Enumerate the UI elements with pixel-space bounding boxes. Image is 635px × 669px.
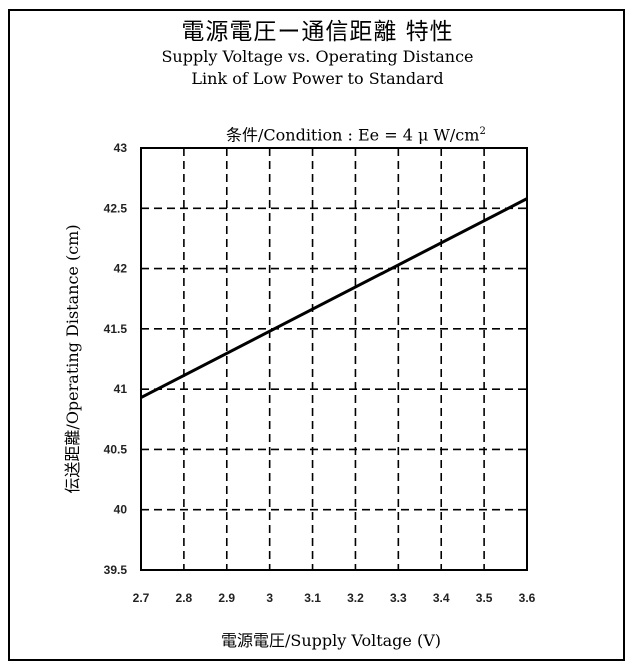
x-tick-label: 3.5 <box>476 591 493 605</box>
chart-title: 電源電圧ー通信距離 特性 <box>181 19 454 45</box>
plot-border <box>140 147 528 571</box>
y-axis-label: 伝送距離/Operating Distance (cm) <box>63 224 82 493</box>
chart-subtitle-2: Link of Low Power to Standard <box>191 69 444 88</box>
x-tick-label: 3.4 <box>433 591 450 605</box>
title-block: 電源電圧ー通信距離 特性 Supply Voltage vs. Operatin… <box>0 18 635 90</box>
series-line <box>140 197 528 399</box>
chart-subtitle-1: Supply Voltage vs. Operating Distance <box>161 47 474 66</box>
y-tick-label: 42.5 <box>104 201 128 215</box>
y-tick-label: 41 <box>114 382 128 396</box>
x-tick-label: 3.1 <box>304 591 321 605</box>
x-axis-label: 電源電圧/Supply Voltage (V) <box>221 631 441 650</box>
chart-frame <box>8 9 625 661</box>
y-tick-label: 43 <box>114 141 128 155</box>
y-tick-label: 39.5 <box>104 563 128 577</box>
y-tick-label: 40.5 <box>104 442 128 456</box>
condition-text: 条件/Condition : Ee = 4 μ W/cm <box>226 125 480 145</box>
y-tick-labels: 39.5 40 40.5 41 41.5 42 42.5 43 <box>104 141 128 577</box>
y-tick-label: 41.5 <box>104 322 128 336</box>
x-tick-label: 3.2 <box>347 591 364 605</box>
condition-superscript: 2 <box>479 126 486 137</box>
x-tick-label: 2.9 <box>218 591 235 605</box>
x-tick-label: 2.7 <box>133 591 150 605</box>
chart-condition: 条件/Condition : Ee = 4 μ W/cm2 <box>226 121 486 146</box>
x-tick-label: 3.6 <box>519 591 536 605</box>
grid-lines <box>141 148 527 570</box>
x-tick-label: 3.3 <box>390 591 407 605</box>
series-layer <box>140 197 528 399</box>
y-tick-label: 40 <box>114 503 128 517</box>
x-tick-labels: 2.7 2.8 2.9 3 3.1 3.2 3.3 3.4 3.5 3.6 <box>133 591 536 605</box>
x-tick-label: 2.8 <box>176 591 193 605</box>
x-tick-label: 3 <box>266 591 273 605</box>
y-tick-label: 42 <box>114 262 128 276</box>
